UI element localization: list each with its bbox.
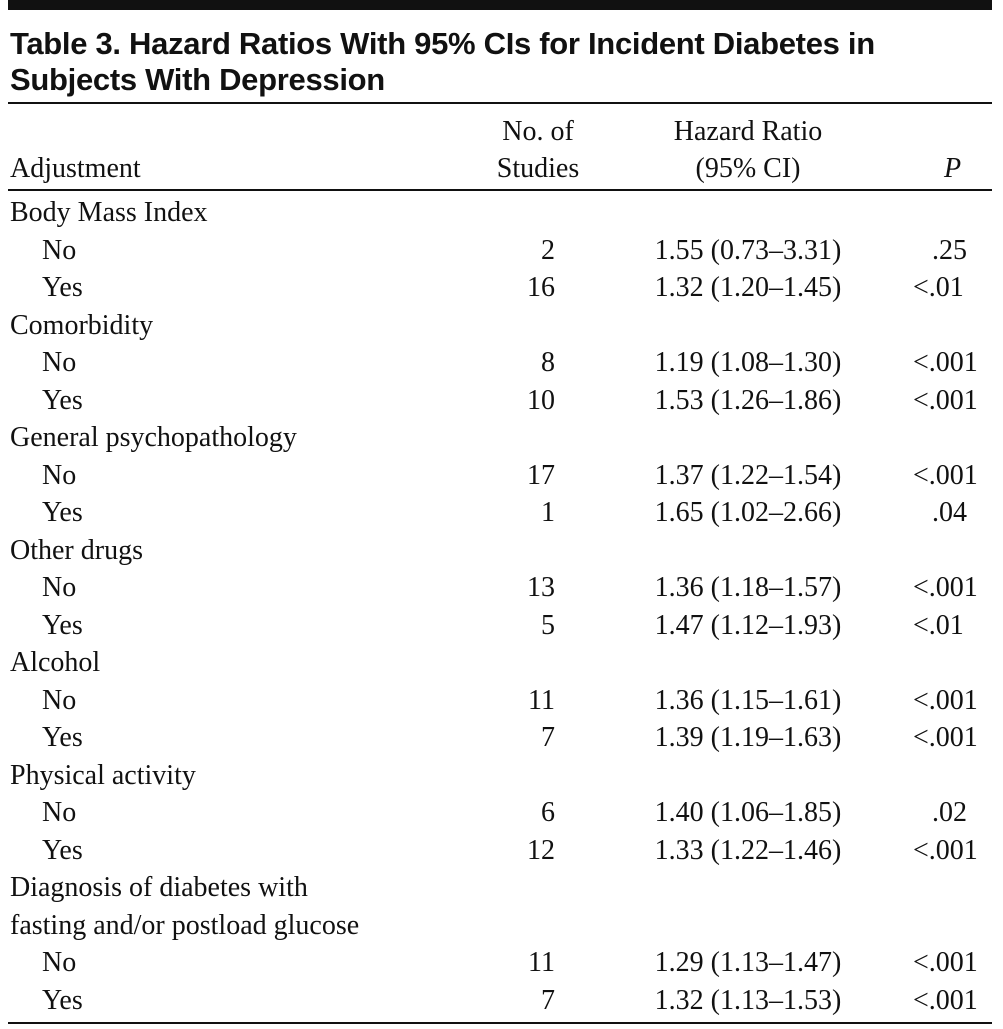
p-value: <.001 <box>913 684 978 716</box>
p-value: <.001 <box>913 984 978 1016</box>
study-count: 7 <box>541 984 555 1016</box>
study-count: 2 <box>541 234 555 266</box>
hazard-ratio: 1.29 (1.13–1.47) <box>654 947 842 978</box>
column-header: (95% CI) <box>695 153 801 184</box>
study-count: 7 <box>541 722 555 753</box>
row-label: Yes <box>42 834 83 866</box>
hazard-ratio: 1.40 (1.06–1.85) <box>654 797 842 828</box>
group-label: fasting and/or postload glucose <box>10 909 360 941</box>
row-label: No <box>42 234 77 266</box>
group-label: Physical activity <box>10 759 196 791</box>
p-value: <.001 <box>913 459 978 491</box>
p-value: <.01 <box>913 272 964 303</box>
hazard-ratio: 1.55 (0.73–3.31) <box>654 234 842 266</box>
row-label: No <box>42 797 77 828</box>
study-count: 13 <box>527 572 555 603</box>
hazard-ratio: 1.37 (1.22–1.54) <box>654 459 842 491</box>
hazard-ratio: 1.32 (1.13–1.53) <box>654 984 842 1016</box>
group-label: Diagnosis of diabetes with <box>10 872 308 903</box>
group-label: General psychopathology <box>10 422 297 453</box>
p-value: <.001 <box>913 347 978 378</box>
p-value: <.001 <box>913 722 978 753</box>
table-title: Subjects With Depression <box>10 62 385 97</box>
p-value: .02 <box>932 797 967 828</box>
group-label: Alcohol <box>10 647 101 678</box>
study-count: 12 <box>527 834 555 866</box>
study-count: 11 <box>528 684 555 716</box>
row-label: Yes <box>42 497 83 528</box>
hazard-ratio: 1.36 (1.15–1.61) <box>654 684 842 716</box>
column-header: Adjustment <box>10 153 141 184</box>
p-value: <.001 <box>913 947 978 978</box>
row-label: Yes <box>42 609 83 641</box>
p-value: <.01 <box>913 609 964 641</box>
study-count: 16 <box>527 272 555 303</box>
hazard-ratio: 1.32 (1.20–1.45) <box>654 272 842 303</box>
group-label: Comorbidity <box>10 309 154 341</box>
row-label: Yes <box>42 984 83 1016</box>
row-label: No <box>42 947 77 978</box>
study-count: 17 <box>527 459 555 491</box>
row-label: No <box>42 684 77 716</box>
column-header: Hazard Ratio <box>673 116 823 147</box>
row-label: Yes <box>42 272 83 303</box>
p-value: <.001 <box>913 384 978 416</box>
study-count: 6 <box>541 797 555 828</box>
row-label: Yes <box>42 384 83 416</box>
table-title: Table 3. Hazard Ratios With 95% CIs for … <box>10 26 875 61</box>
hazard-ratio: 1.36 (1.18–1.57) <box>654 572 842 603</box>
hazard-ratio: 1.47 (1.12–1.93) <box>654 609 842 641</box>
header-rule <box>8 102 992 104</box>
p-value: <.001 <box>913 572 978 603</box>
bottom-rule <box>8 1022 992 1024</box>
study-count: 1 <box>541 497 555 528</box>
hazard-ratio: 1.65 (1.02–2.66) <box>654 497 842 528</box>
top-rule <box>8 0 992 10</box>
study-count: 8 <box>541 347 555 378</box>
hazard-ratio: 1.39 (1.19–1.63) <box>654 722 842 753</box>
hazard-ratio: 1.19 (1.08–1.30) <box>654 347 842 378</box>
row-label: No <box>42 459 77 491</box>
hazard-ratio: 1.33 (1.22–1.46) <box>654 834 842 866</box>
study-count: 5 <box>541 609 555 641</box>
p-value: .04 <box>932 497 967 528</box>
study-count: 11 <box>528 947 555 978</box>
column-header: No. of <box>502 116 574 147</box>
column-header: Studies <box>496 153 580 184</box>
header-rule <box>8 189 992 191</box>
p-value: <.001 <box>913 834 978 866</box>
row-label: Yes <box>42 722 83 753</box>
column-header: P <box>944 153 962 184</box>
hazard-ratio: 1.53 (1.26–1.86) <box>654 384 842 416</box>
row-label: No <box>42 347 77 378</box>
p-value: .25 <box>932 234 967 266</box>
row-label: No <box>42 572 77 603</box>
study-count: 10 <box>527 384 555 416</box>
group-label: Body Mass Index <box>10 197 208 228</box>
group-label: Other drugs <box>10 534 143 566</box>
